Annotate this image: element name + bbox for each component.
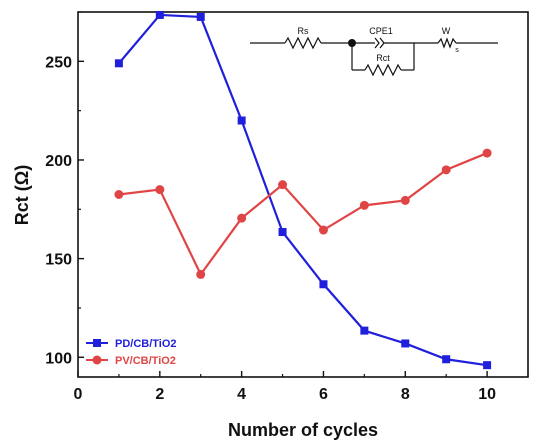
data-point-pv-2 — [155, 185, 165, 195]
rct-resistor-symbol — [364, 63, 402, 77]
data-point-pv-3 — [196, 269, 206, 279]
legend-label-pd: PD/CB/TiO2 — [115, 338, 177, 350]
data-point-pv-5 — [278, 180, 288, 190]
data-point-pv-1 — [114, 190, 124, 199]
x-axis-title: Number of cycles — [228, 420, 378, 440]
rct-label: Rct — [376, 53, 390, 63]
data-point-pd-2 — [155, 10, 164, 19]
series-line-pd — [118, 13, 488, 367]
warburg-symbol — [437, 37, 457, 49]
w-subscript: s — [455, 47, 459, 54]
x-tick-label-1: 2 — [155, 386, 164, 403]
legend-marker-pd — [93, 339, 101, 347]
watermark: 知乎 @Espun — [444, 415, 540, 433]
y-axis-title: Rct (Ω) — [12, 165, 32, 225]
data-point-pd-8 — [401, 339, 410, 348]
data-point-pd-6 — [319, 280, 328, 289]
x-tick-label-3: 6 — [319, 386, 328, 403]
legend-label-pv: PV/CB/TiO2 — [115, 355, 176, 367]
plot-frame — [77, 11, 529, 378]
series-line-pv — [118, 152, 488, 277]
data-point-pd-7 — [360, 326, 369, 335]
cpe-symbol-2 — [379, 37, 385, 49]
rs-resistor-symbol — [284, 36, 322, 50]
x-tick-label-2: 4 — [237, 386, 246, 403]
equivalent-circuit-inset: Rs CPE1 Rct W s — [250, 26, 498, 77]
data-point-pv-6 — [318, 225, 328, 235]
x-tick-label-4: 8 — [401, 386, 410, 403]
data-point-pd-4 — [237, 116, 246, 125]
legend-marker-pv — [92, 355, 102, 365]
y-tick-label-1: 150 — [45, 252, 72, 269]
rs-label: Rs — [298, 26, 309, 36]
data-point-pd-5 — [278, 227, 287, 236]
x-tick-label-0: 0 — [74, 386, 83, 403]
data-point-pd-10 — [483, 361, 492, 370]
data-point-pv-7 — [359, 200, 369, 210]
data-point-pd-9 — [442, 355, 451, 364]
x-tick-label-5: 10 — [478, 386, 496, 403]
y-tick-label-0: 100 — [45, 350, 72, 367]
data-point-pd-1 — [114, 59, 123, 68]
cpe-label: CPE1 — [369, 26, 393, 36]
data-point-pv-9 — [441, 165, 451, 175]
w-label: W — [442, 26, 451, 36]
y-tick-label-2: 200 — [45, 153, 72, 170]
cpe-symbol — [374, 37, 380, 49]
data-point-pd-3 — [196, 12, 205, 21]
legend: PD/CB/TiO2 PV/CB/TiO2 — [86, 338, 177, 367]
data-point-pv-8 — [400, 195, 410, 205]
data-point-pv-4 — [237, 213, 247, 223]
y-tick-label-3: 250 — [45, 54, 72, 71]
data-point-pv-10 — [482, 148, 492, 158]
